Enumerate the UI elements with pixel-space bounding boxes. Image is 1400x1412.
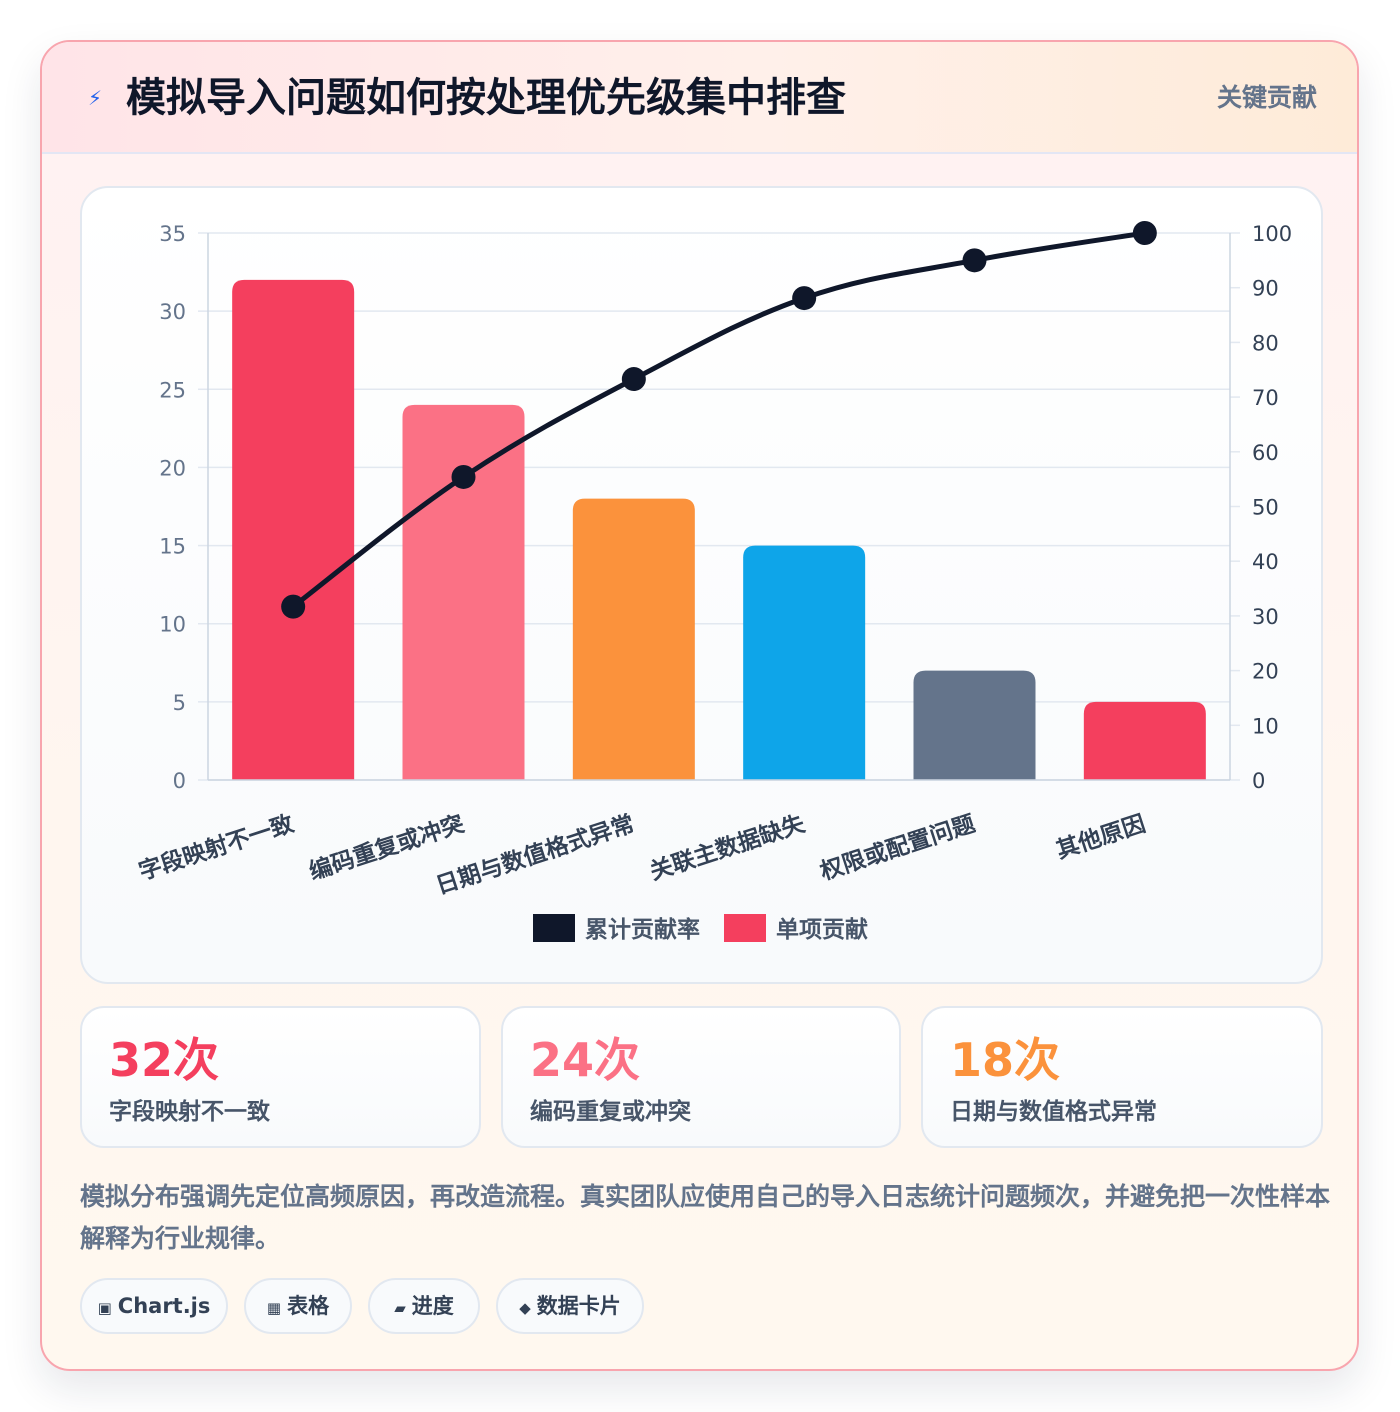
stat-value: 18次 — [950, 1033, 1061, 1087]
chart-icon: ▣ — [97, 1299, 112, 1317]
y-right-tick-label: 40 — [1252, 550, 1279, 574]
y-right-tick-label: 70 — [1252, 386, 1279, 410]
y-right-tick-label: 20 — [1252, 660, 1279, 684]
x-tick-label: 关联主数据缺失 — [647, 810, 809, 886]
y-left-tick-label: 0 — [173, 769, 186, 793]
y-left-tick-label: 15 — [159, 535, 186, 559]
tag-label: 数据卡片 — [536, 1294, 621, 1318]
y-left-tick-label: 20 — [159, 456, 186, 480]
report-card: ⚡ 模拟导入问题如何按处理优先级集中排查 关键贡献 0 5 10 15 20 25 30 35… — [40, 40, 1359, 1371]
line-point[interactable] — [962, 248, 987, 273]
bar[interactable] — [913, 670, 1036, 780]
y-right-tick-label: 50 — [1252, 496, 1279, 520]
stat-value: 24次 — [530, 1033, 641, 1087]
stat-label: 日期与数值格式异常 — [950, 1099, 1157, 1125]
lightning-icon: ⚡ — [87, 86, 103, 110]
line-point[interactable] — [451, 464, 476, 489]
y-right-tick-label: 100 — [1252, 222, 1292, 246]
y-left-tick-label: 10 — [159, 613, 186, 637]
y-left-tick-label: 25 — [159, 378, 186, 402]
line-point[interactable] — [1132, 221, 1157, 245]
legend-swatch[interactable] — [533, 914, 575, 942]
tag-chartjs[interactable]: ▣ Chart.js — [80, 1278, 228, 1334]
x-tick-label: 权限或配置问题 — [816, 811, 978, 886]
y-left-tick-label: 5 — [173, 691, 186, 715]
y-right-tick-label: 10 — [1252, 714, 1279, 738]
y-left-tick-label: 35 — [159, 222, 186, 246]
stat-value: 32次 — [109, 1033, 220, 1087]
table-icon: ▦ — [266, 1299, 282, 1317]
chart-note: 模拟分布强调先定位高频原因，再改造流程。真实团队应使用自己的导入日志统计问题频次… — [80, 1182, 1331, 1253]
legend-label[interactable]: 单项贡献 — [776, 917, 868, 943]
bar[interactable] — [743, 545, 866, 780]
card-header: ⚡ 模拟导入问题如何按处理优先级集中排查 关键贡献 — [42, 42, 1357, 154]
stat-card-2: 24次 编码重复或冲突 — [501, 1006, 901, 1148]
x-tick-label: 字段映射不一致 — [136, 810, 298, 886]
pareto-chart: 0 5 10 15 20 25 30 35 0 10 20 30 40 50 60 70 80 90 100 字段映… — [80, 186, 1323, 984]
tag-data-card[interactable]: ◆ 数据卡片 — [496, 1278, 644, 1334]
line-point[interactable] — [792, 286, 817, 311]
y-right-tick-label: 90 — [1252, 277, 1279, 301]
card-icon: ◆ — [519, 1299, 531, 1317]
stat-card-3: 18次 日期与数值格式异常 — [921, 1006, 1323, 1148]
tag-label: 表格 — [287, 1294, 330, 1318]
cumulative-line — [290, 230, 1148, 610]
tag-progress[interactable]: ▰ 进度 — [368, 1278, 480, 1334]
bar[interactable] — [572, 498, 695, 780]
progress-icon: ▰ — [394, 1299, 406, 1317]
chart-legend: 累计贡献率 单项贡献 — [533, 914, 868, 943]
bar[interactable] — [1083, 701, 1206, 780]
line-point[interactable] — [281, 594, 306, 619]
y-right-tick-label: 0 — [1252, 769, 1265, 793]
y-left-tick-label: 30 — [159, 300, 186, 324]
tag-label: 进度 — [411, 1294, 454, 1318]
chart-line — [281, 221, 1157, 619]
y-right-tick-label: 80 — [1252, 331, 1279, 355]
chart-bars — [232, 279, 1206, 780]
stat-label: 字段映射不一致 — [109, 1099, 270, 1125]
page-title: 模拟导入问题如何按处理优先级集中排查 — [126, 75, 846, 121]
chart-canvas: 0 5 10 15 20 25 30 35 0 10 20 30 40 50 60 70 80 90 100 字段映… — [136, 221, 1292, 943]
legend-label[interactable]: 累计贡献率 — [585, 916, 700, 943]
header-badge: 关键贡献 — [1216, 83, 1317, 112]
x-tick-label: 其他原因 — [1053, 811, 1149, 864]
legend-swatch[interactable] — [724, 914, 766, 942]
bar[interactable] — [402, 404, 525, 780]
tag-table[interactable]: ▦ 表格 — [244, 1278, 352, 1334]
y-right-tick-label: 60 — [1252, 441, 1279, 465]
chart-axes: 0 5 10 15 20 25 30 35 0 10 20 30 40 50 60 70 80 90 100 — [159, 222, 1292, 793]
chart-grid — [198, 232, 1240, 781]
line-point[interactable] — [621, 367, 646, 392]
stat-label: 编码重复或冲突 — [530, 1099, 691, 1125]
stat-card-1: 32次 字段映射不一致 — [80, 1006, 481, 1148]
bar[interactable] — [232, 279, 355, 780]
tag-label: Chart.js — [117, 1294, 211, 1318]
y-right-tick-label: 30 — [1252, 605, 1279, 629]
